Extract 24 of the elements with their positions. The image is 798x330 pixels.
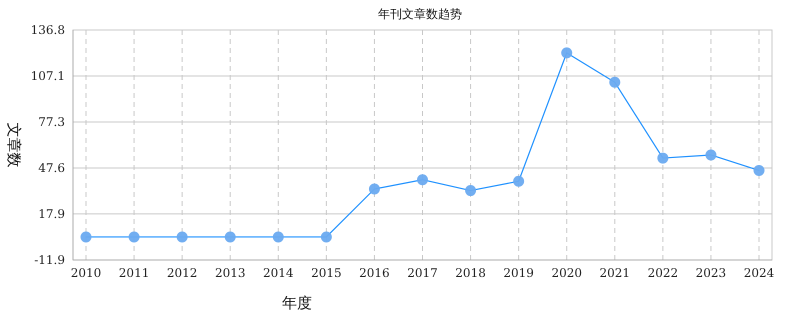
x-tick-label: 2017 <box>407 266 438 280</box>
x-tick-label: 2021 <box>600 266 630 280</box>
x-tick-label: 2011 <box>118 266 150 280</box>
x-tick-label: 2014 <box>263 266 294 280</box>
chart-title: 年刊文章数趋势 <box>378 7 462 21</box>
x-axis-title: 年度 <box>282 294 312 312</box>
x-tick-label: 2016 <box>359 266 390 280</box>
y-tick-label: 136.8 <box>30 23 65 37</box>
x-tick-label: 2020 <box>551 266 582 280</box>
y-tick-label: -11.9 <box>34 253 65 267</box>
x-tick-label: 2022 <box>648 266 678 280</box>
y-tick-label: 107.1 <box>30 68 65 83</box>
x-tick-label: 2010 <box>70 266 102 280</box>
x-tick-label: 2013 <box>214 266 246 280</box>
y-tick-label: 47.6 <box>38 160 65 175</box>
x-tick-label: 2015 <box>311 266 342 280</box>
y-tick-label: 17.9 <box>38 206 65 221</box>
x-tick-label: 2018 <box>455 266 486 280</box>
y-axis-title: 文章数 <box>5 122 23 168</box>
x-tick-label: 2012 <box>166 266 198 280</box>
x-tick-label: 2024 <box>744 266 775 280</box>
x-tick-label: 2019 <box>503 266 534 280</box>
x-tick-label: 2023 <box>696 266 726 280</box>
y-tick-label: 77.3 <box>38 115 65 130</box>
